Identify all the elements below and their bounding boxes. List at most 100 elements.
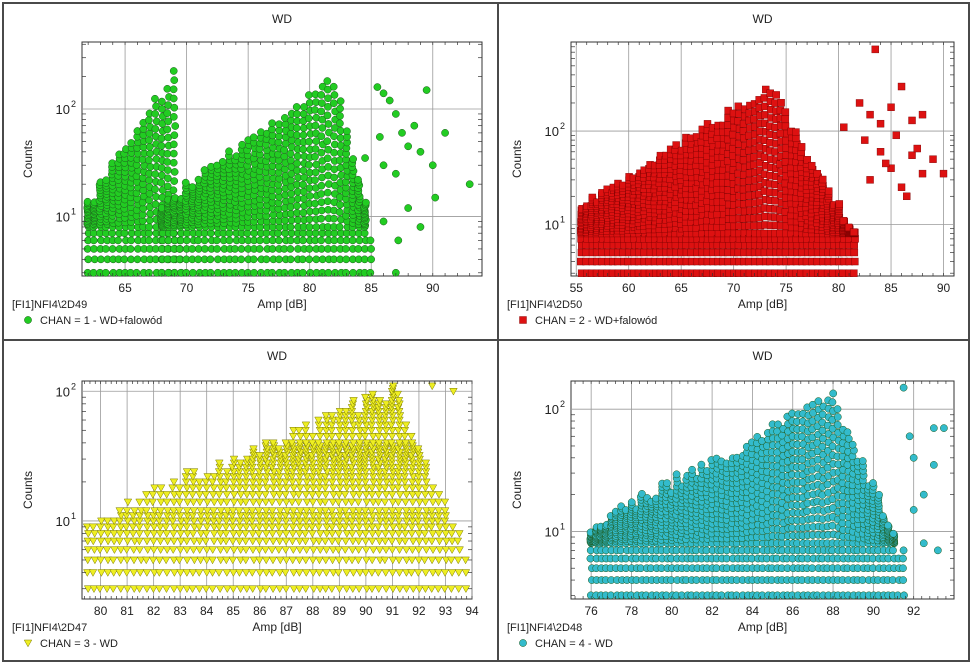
x-tick-label: 75 xyxy=(779,281,793,295)
data-point xyxy=(342,268,350,277)
data-point xyxy=(939,169,948,178)
axis-ticks xyxy=(82,381,473,599)
data-point xyxy=(330,132,338,141)
data-point xyxy=(201,537,210,546)
data-point xyxy=(257,268,265,277)
data-point xyxy=(293,152,302,161)
data-point xyxy=(289,484,298,493)
data-point xyxy=(851,257,859,266)
data-point xyxy=(142,569,152,577)
x-tick-label: 85 xyxy=(227,604,241,618)
data-point xyxy=(142,537,152,546)
data-point xyxy=(96,537,106,546)
data-point xyxy=(760,153,769,161)
data-point xyxy=(362,484,371,493)
data-point xyxy=(103,517,112,526)
data-point xyxy=(421,459,431,468)
data-point xyxy=(311,152,319,161)
data-point xyxy=(163,125,172,134)
data-point xyxy=(414,507,423,515)
data-point xyxy=(255,245,264,253)
data-point xyxy=(83,585,93,594)
data-point xyxy=(208,556,217,565)
data-point xyxy=(128,523,138,532)
data-point xyxy=(409,585,418,594)
data-point xyxy=(216,498,226,507)
data-point xyxy=(195,546,204,555)
data-point xyxy=(164,117,173,126)
data-point xyxy=(328,484,338,493)
data-point xyxy=(798,463,807,471)
data-point xyxy=(196,507,206,515)
data-point xyxy=(287,498,297,507)
data-point xyxy=(729,215,737,224)
data-point xyxy=(343,127,351,136)
data-point xyxy=(116,585,125,594)
data-point xyxy=(341,537,350,546)
data-point xyxy=(415,498,424,507)
data-point xyxy=(435,546,445,555)
data-point xyxy=(255,556,264,565)
data-point xyxy=(289,546,298,555)
data-point xyxy=(421,484,430,493)
data-point xyxy=(627,498,636,507)
data-point xyxy=(311,176,319,185)
data-point xyxy=(760,229,769,238)
data-point xyxy=(408,537,418,546)
data-point xyxy=(413,445,423,454)
data-point xyxy=(697,460,706,469)
data-point xyxy=(803,156,811,164)
data-point xyxy=(828,521,837,530)
data-point xyxy=(774,420,782,429)
data-point xyxy=(130,517,139,526)
data-point xyxy=(402,556,411,565)
data-point xyxy=(394,427,403,435)
data-point xyxy=(798,455,807,464)
data-point xyxy=(400,427,410,435)
data-point xyxy=(422,507,431,515)
data-point xyxy=(321,507,330,515)
data-point xyxy=(321,537,330,546)
data-point xyxy=(215,459,224,468)
x-tick-label: 80 xyxy=(94,604,108,618)
data-series xyxy=(586,383,948,600)
data-point xyxy=(175,484,184,493)
data-point xyxy=(169,85,178,94)
data-point xyxy=(299,268,307,277)
data-point xyxy=(133,255,142,264)
data-point xyxy=(335,585,344,594)
data-point xyxy=(431,193,440,202)
data-point xyxy=(169,537,179,546)
data-point xyxy=(305,91,313,99)
data-point xyxy=(222,498,231,507)
data-point xyxy=(206,255,215,264)
data-point xyxy=(414,530,424,538)
data-point xyxy=(248,537,257,546)
data-point xyxy=(850,228,858,236)
data-point xyxy=(703,269,711,277)
y-axis-label: Counts xyxy=(510,140,524,178)
data-point xyxy=(421,498,430,507)
data-point xyxy=(188,245,197,253)
data-point xyxy=(169,67,178,75)
data-point xyxy=(293,201,301,210)
data-point xyxy=(89,537,98,546)
data-point xyxy=(388,523,398,532)
data-point xyxy=(155,585,164,594)
data-point xyxy=(334,546,343,555)
data-point xyxy=(287,439,297,448)
data-point xyxy=(215,585,225,594)
data-point xyxy=(275,255,283,264)
data-point xyxy=(206,268,215,277)
data-point xyxy=(330,148,338,157)
data-point xyxy=(229,530,238,538)
data-point xyxy=(407,432,416,441)
data-point xyxy=(195,478,204,487)
data-point xyxy=(724,257,732,266)
data-point xyxy=(212,236,221,245)
data-point xyxy=(181,178,190,187)
data-point xyxy=(414,556,424,565)
data-point xyxy=(379,161,388,170)
data-point xyxy=(850,241,858,249)
data-point xyxy=(672,470,681,479)
